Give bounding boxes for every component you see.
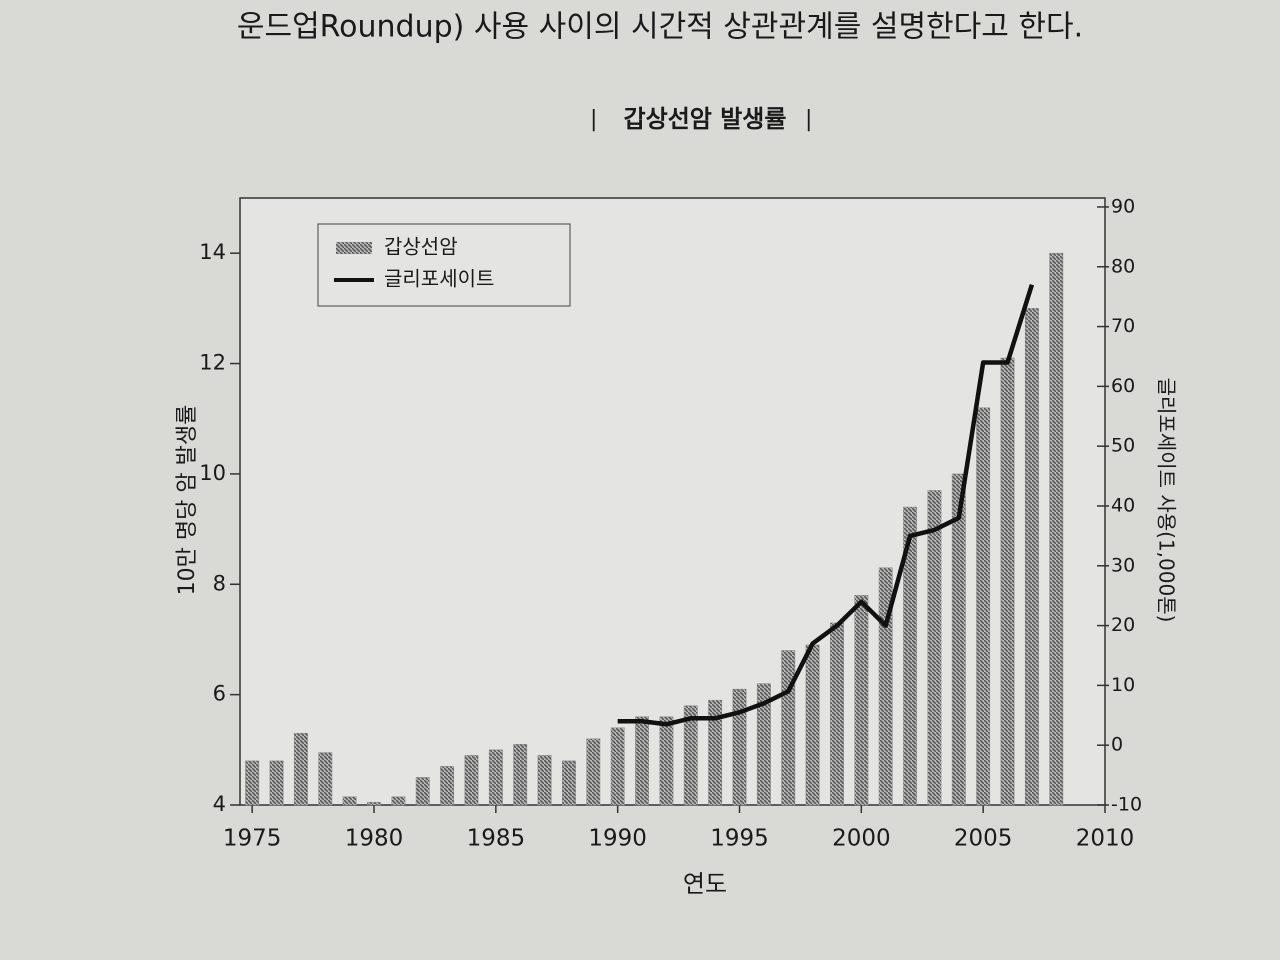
bar: [488, 749, 503, 806]
x-tick-label: 2000: [832, 826, 891, 852]
y-tick-label: 10: [199, 461, 226, 485]
bar: [659, 716, 674, 806]
y2-tick-label: 90: [1111, 195, 1135, 217]
y2-tick-label: 0: [1111, 734, 1123, 756]
bar: [805, 644, 820, 806]
legend-label: 갑상선암: [384, 235, 458, 259]
title-bar: |: [805, 107, 812, 132]
y2-tick-label: -10: [1111, 794, 1142, 816]
legend-box: [317, 223, 571, 307]
page-text: 운드업Roundup) 사용 사이의 시간적 상관관계를 설명한다고 한다.: [237, 10, 1083, 45]
chart-title: 갑상선암 발생률: [624, 105, 787, 133]
bar: [561, 760, 576, 806]
y-tick-label: 8: [213, 571, 226, 595]
bar: [293, 733, 308, 806]
bar: [586, 738, 601, 806]
y2-tick-label: 70: [1111, 315, 1135, 337]
y-axis-label: 10만 명당 암 발생률: [175, 405, 200, 596]
bar: [610, 727, 625, 806]
y2-tick-label: 10: [1111, 674, 1135, 696]
bar: [976, 407, 991, 806]
bar: [903, 506, 918, 806]
x-tick-label: 1995: [710, 826, 769, 852]
bar: [367, 801, 381, 806]
y2-tick-label: 80: [1111, 255, 1135, 277]
y2-tick-label: 50: [1111, 435, 1135, 457]
x-tick-label: 2010: [1076, 826, 1135, 852]
bar: [830, 622, 844, 806]
x-tick-label: 1975: [223, 826, 282, 852]
legend: 갑상선암 글리포세이트: [317, 223, 571, 307]
bar: [1024, 308, 1039, 806]
y-tick-label: 14: [199, 240, 226, 264]
bar: [732, 688, 747, 806]
x-tick-label: 2005: [954, 826, 1013, 852]
y-tick-label: 12: [199, 351, 226, 375]
x-axis-label: 연도: [683, 870, 727, 898]
bar: [781, 650, 796, 806]
title-bar: |: [590, 107, 597, 132]
bar: [1049, 252, 1064, 806]
legend-label: 글리포세이트: [384, 267, 494, 291]
bar: [951, 473, 966, 806]
bar: [440, 766, 455, 806]
bar: [318, 752, 333, 806]
x-tick-label: 1980: [345, 826, 404, 852]
bar: [464, 755, 479, 806]
line: [617, 284, 1035, 727]
bar: [854, 595, 869, 806]
x-tick-label: 1990: [588, 826, 647, 852]
bar: [1000, 357, 1015, 806]
x-tick-label: 1985: [467, 826, 526, 852]
y2-tick-label: 60: [1111, 375, 1135, 397]
bar: [269, 760, 284, 806]
bar: [391, 796, 406, 806]
y2-tick-label: 20: [1111, 614, 1135, 636]
y2-axis-label: 글리포세이트 사용(1,000톤): [1155, 378, 1179, 623]
bar: [878, 567, 893, 806]
bar: [708, 699, 723, 806]
legend-swatch: [336, 242, 372, 254]
bar: [927, 490, 942, 806]
bar: [513, 744, 528, 806]
bar: [683, 705, 698, 806]
bar: [756, 683, 771, 806]
y-tick-label: 6: [213, 682, 226, 706]
y2-tick-label: 40: [1111, 494, 1135, 516]
bar: [635, 716, 649, 806]
y2-tick-label: 30: [1111, 554, 1135, 576]
bar: [342, 796, 357, 806]
y-tick-label: 4: [213, 792, 226, 816]
bar: [415, 777, 430, 806]
bar: [245, 760, 260, 806]
bar: [537, 755, 552, 806]
